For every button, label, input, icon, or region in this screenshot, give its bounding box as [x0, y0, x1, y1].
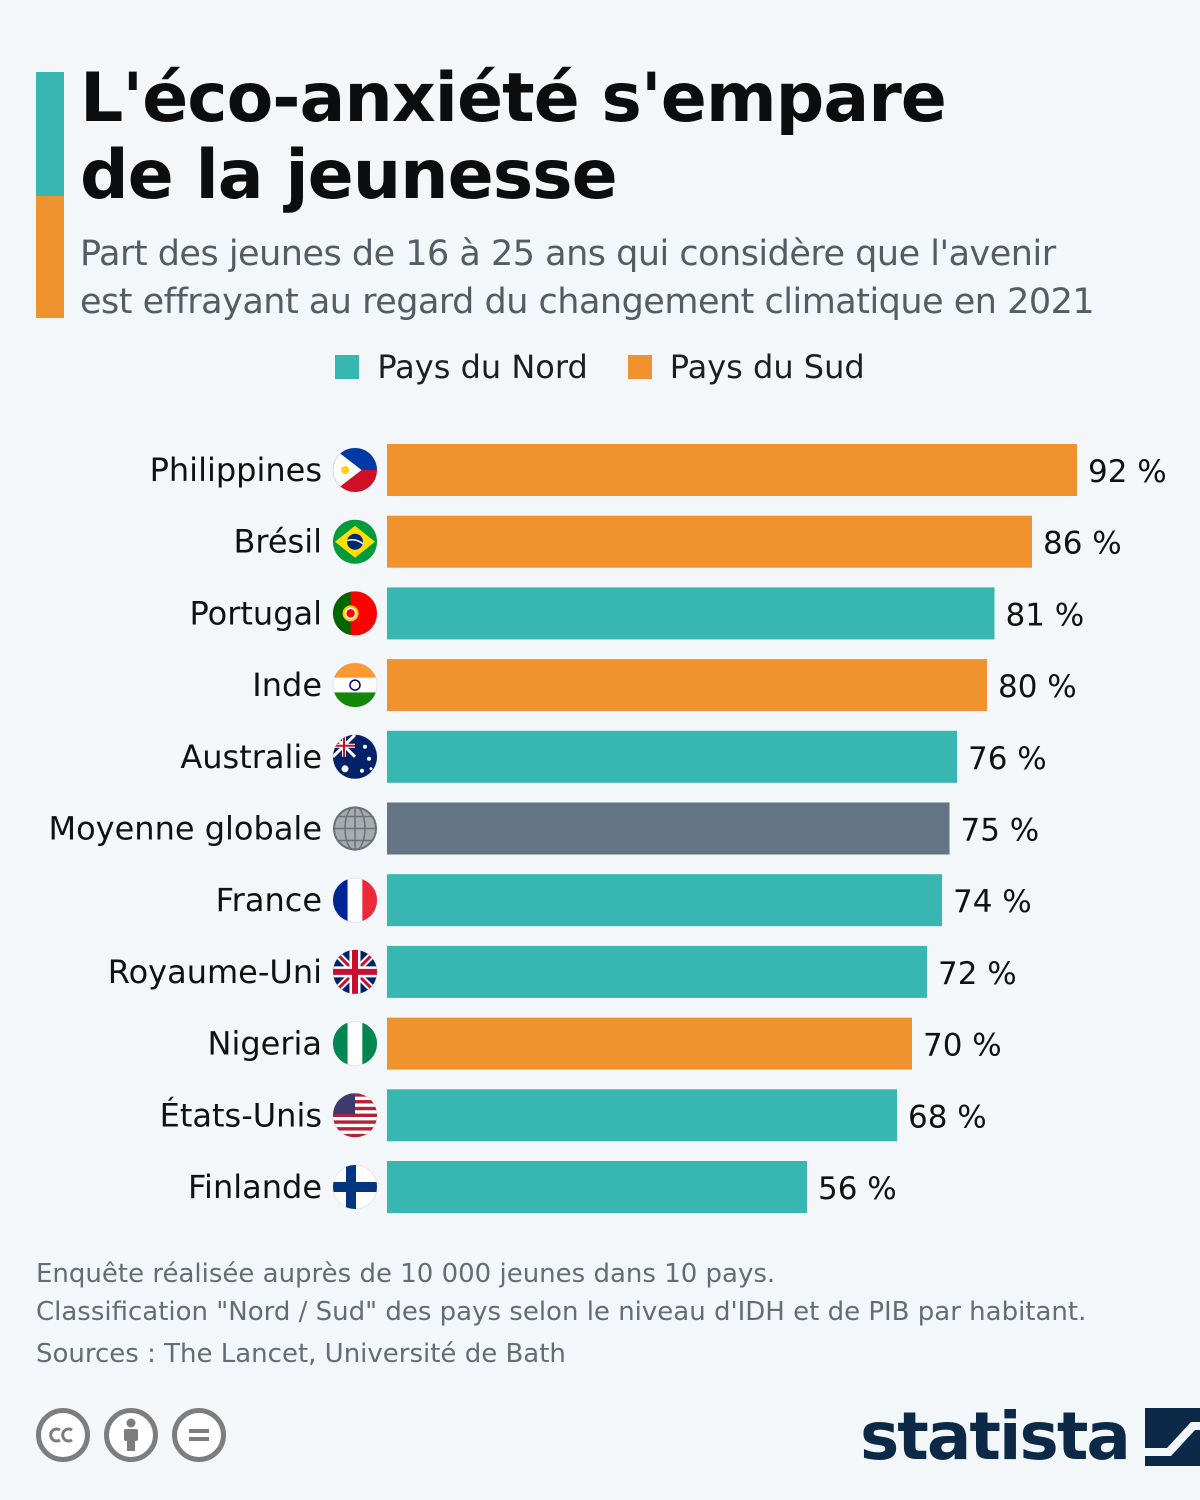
chart-subtitle: Part des jeunes de 16 à 25 ans qui consi… — [80, 230, 1190, 326]
legend: Pays du Nord Pays du Sud — [0, 348, 1200, 386]
by-icon[interactable] — [104, 1408, 158, 1462]
india-flag-icon — [332, 662, 378, 708]
brazil-flag-icon — [332, 519, 378, 565]
value-label-australie: 76 % — [968, 741, 1047, 777]
category-label-bresil: Brésil — [233, 523, 322, 561]
value-label-nigeria: 70 % — [923, 1028, 1002, 1064]
bar-inde — [387, 659, 987, 712]
bar-philippines — [387, 444, 1077, 496]
bar-australie — [387, 730, 957, 783]
footer-note-2: Classification "Nord / Sud" des pays sel… — [36, 1297, 1087, 1327]
bar-nigeria — [387, 1017, 912, 1070]
category-label-nigeria: Nigeria — [208, 1025, 322, 1063]
bar-etats-unis — [387, 1089, 897, 1142]
category-label-moyenne-globale: Moyenne globale — [48, 810, 322, 848]
legend-item-sud: Pays du Sud — [627, 348, 865, 386]
accent-bar-teal — [36, 72, 64, 196]
category-label-france: France — [216, 881, 322, 919]
value-label-moyenne-globale: 75 % — [961, 813, 1040, 849]
license-icons — [36, 1408, 226, 1462]
bar-chart: Philippines 92 % Brésil 86 % Portugal 81 % Ind… — [48, 444, 1167, 1213]
finland-flag-icon — [332, 1164, 378, 1210]
value-label-portugal: 81 % — [1006, 597, 1085, 633]
category-label-royaume-uni: Royaume-Uni — [108, 953, 322, 991]
bar-royaume-uni — [387, 945, 927, 998]
nigeria-flag-icon — [332, 1021, 378, 1067]
value-label-finlande: 56 % — [818, 1171, 897, 1207]
value-label-bresil: 86 % — [1043, 526, 1122, 562]
value-label-france: 74 % — [953, 884, 1032, 920]
statista-logo[interactable]: statista — [860, 1398, 1200, 1475]
accent-bar-orange — [36, 196, 64, 318]
value-label-etats-unis: 68 % — [908, 1099, 987, 1135]
globe-icon — [332, 806, 378, 851]
portugal-flag-icon — [332, 590, 378, 636]
brand-name: statista — [860, 1398, 1131, 1475]
category-label-portugal: Portugal — [189, 594, 322, 632]
footer-sources: Sources : The Lancet, Université de Bath — [36, 1339, 566, 1369]
legend-item-nord: Pays du Nord — [335, 348, 588, 386]
value-label-royaume-uni: 72 % — [938, 956, 1017, 992]
philippines-flag-icon — [332, 447, 378, 493]
cc-icon[interactable] — [36, 1408, 90, 1462]
category-label-inde: Inde — [252, 666, 322, 704]
bar-france — [387, 874, 942, 927]
bar-finlande — [387, 1161, 807, 1213]
category-label-etats-unis: États-Unis — [160, 1096, 322, 1134]
australia-flag-icon — [332, 734, 378, 780]
title-line-2: de la jeunesse — [80, 136, 618, 215]
subtitle-line-2: est effrayant au regard du changement cl… — [80, 282, 1095, 322]
uk-flag-icon — [332, 949, 378, 995]
category-label-australie: Australie — [180, 738, 322, 776]
nd-icon[interactable] — [172, 1408, 226, 1462]
legend-label-sud: Pays du Sud — [669, 348, 865, 386]
footer-note-1: Enquête réalisée auprès de 10 000 jeunes… — [36, 1259, 776, 1289]
legend-label-nord: Pays du Nord — [377, 348, 588, 386]
bar-bresil — [387, 515, 1032, 568]
bar-moyenne-globale — [387, 802, 950, 855]
value-label-philippines: 92 % — [1088, 454, 1167, 490]
category-label-finlande: Finlande — [188, 1168, 322, 1206]
usa-flag-icon — [332, 1092, 378, 1138]
title-line-1: L'éco-anxiété s'empare — [80, 59, 947, 138]
statista-mark-icon — [1144, 1407, 1200, 1466]
subtitle-line-1: Part des jeunes de 16 à 25 ans qui consi… — [80, 234, 1056, 274]
france-flag-icon — [332, 877, 378, 923]
legend-swatch-nord — [335, 355, 360, 379]
bar-portugal — [387, 587, 995, 640]
footer: Enquête réalisée auprès de 10 000 jeunes… — [36, 1255, 1176, 1373]
value-label-inde: 80 % — [998, 669, 1077, 705]
legend-swatch-sud — [627, 355, 652, 379]
category-label-philippines: Philippines — [150, 451, 322, 489]
chart-title: L'éco-anxiété s'empare de la jeunesse — [80, 60, 1160, 214]
